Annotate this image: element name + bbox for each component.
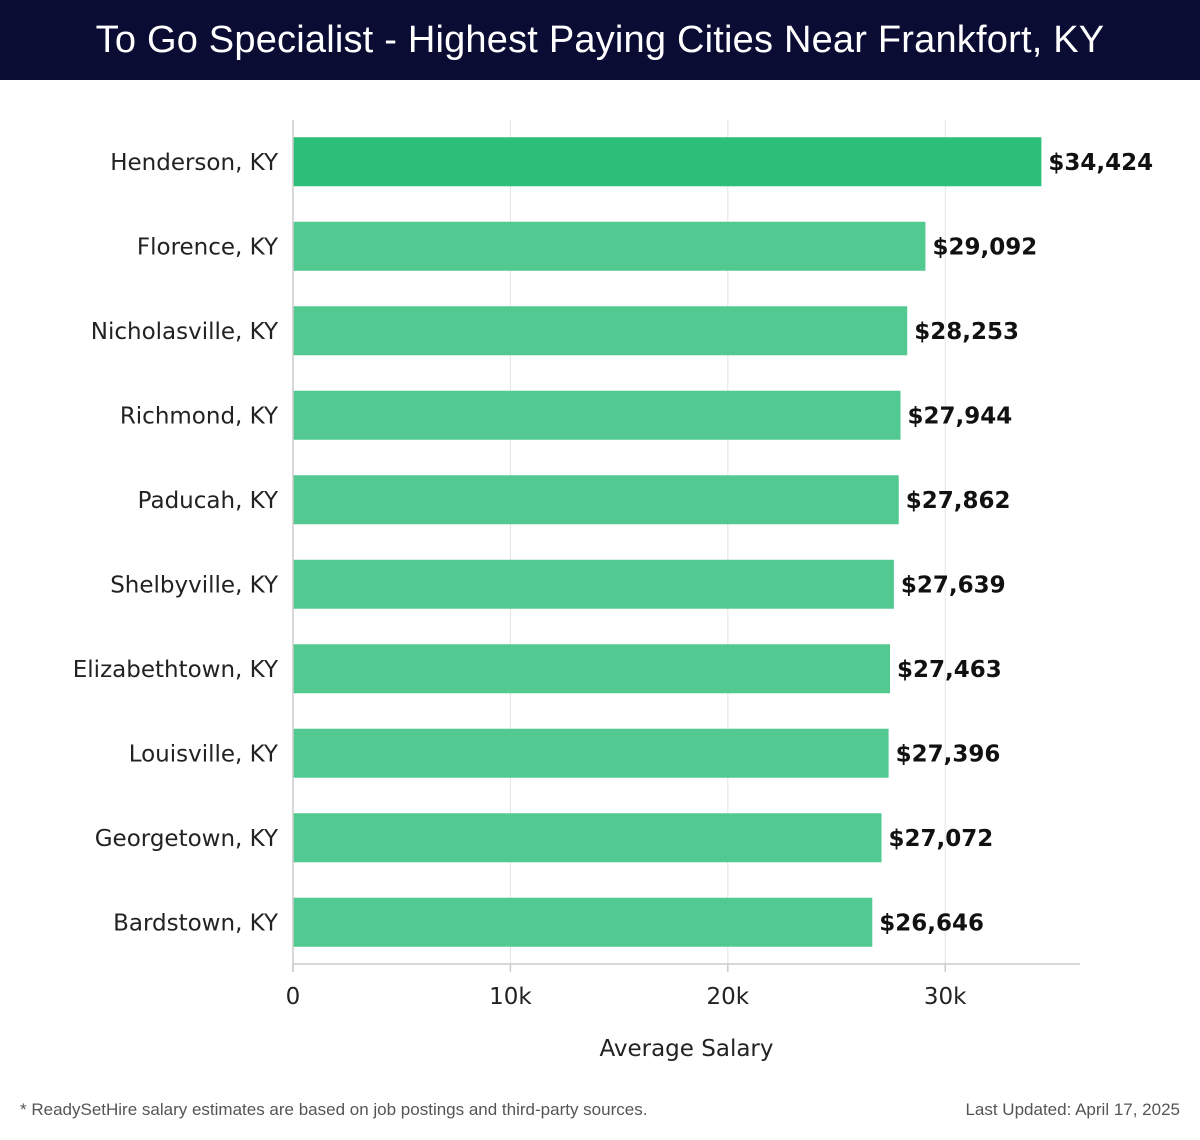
bar [293, 221, 926, 271]
bar [293, 390, 901, 440]
bar-value-label: $26,646 [879, 910, 984, 936]
bar-value-label: $27,396 [896, 741, 1001, 767]
bar-value-label: $29,092 [932, 234, 1037, 260]
bar-value-label: $27,944 [908, 403, 1013, 429]
category-label: Bardstown, KY [113, 910, 279, 936]
bar-value-label: $27,639 [901, 572, 1006, 598]
category-label: Richmond, KY [120, 403, 279, 429]
category-label: Shelbyville, KY [110, 572, 279, 598]
bar-value-label: $27,463 [897, 657, 1002, 683]
bar [293, 137, 1042, 187]
bar [293, 897, 873, 947]
bar-value-label: $28,253 [914, 319, 1019, 345]
x-tick-label: 10k [489, 984, 532, 1010]
bar [293, 813, 882, 863]
x-axis-title: Average Salary [599, 1036, 773, 1062]
bar-value-label: $34,424 [1048, 150, 1153, 176]
bar-value-label: $27,072 [889, 826, 994, 852]
category-label: Georgetown, KY [95, 826, 279, 852]
bar [293, 559, 894, 609]
bar [293, 728, 889, 778]
category-label: Paducah, KY [138, 488, 279, 514]
bar [293, 306, 908, 356]
x-tick-label: 20k [707, 984, 750, 1010]
x-tick-label: 0 [286, 984, 301, 1010]
category-label: Elizabethtown, KY [73, 657, 279, 683]
bar [293, 644, 891, 694]
footer-note: * ReadySetHire salary estimates are base… [20, 1100, 648, 1119]
category-label: Louisville, KY [129, 741, 279, 767]
bar [293, 475, 899, 525]
bar-value-label: $27,862 [906, 488, 1011, 514]
x-tick-label: 30k [924, 984, 967, 1010]
category-label: Florence, KY [137, 234, 279, 260]
chart-header: To Go Specialist - Highest Paying Cities… [0, 0, 1200, 80]
category-label: Nicholasville, KY [91, 319, 279, 345]
category-label: Henderson, KY [110, 150, 279, 176]
chart-title: To Go Specialist - Highest Paying Cities… [95, 18, 1105, 61]
last-updated: Last Updated: April 17, 2025 [965, 1100, 1180, 1119]
bar-chart: $34,424 Henderson, KY $29,092 Florence, KY $… [73, 120, 1153, 1062]
